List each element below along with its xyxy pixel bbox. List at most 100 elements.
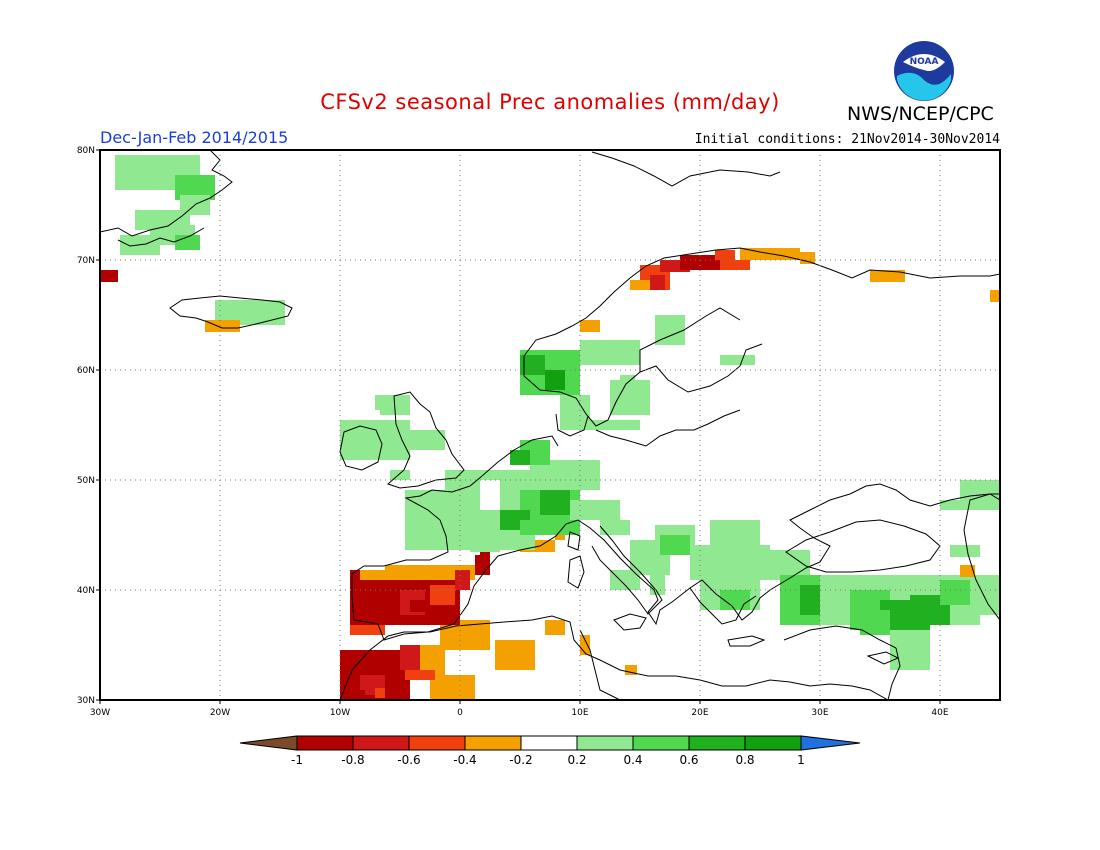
initial-conditions-label: Initial conditions: 21Nov2014-30Nov2014 [694, 132, 1000, 147]
anomaly-cell [630, 280, 650, 290]
lon-tick-label: 30W [90, 708, 110, 718]
map-title: CFSv2 seasonal Prec anomalies (mm/day) [320, 90, 780, 114]
lon-tick-label: 40E [931, 708, 948, 718]
anomaly-cell [800, 252, 815, 264]
anomaly-cell [690, 545, 770, 580]
anomaly-cell [100, 270, 118, 282]
lon-tick-label: 10E [571, 708, 588, 718]
anomaly-cell [570, 500, 620, 520]
lat-tick-label: 30N [77, 696, 95, 706]
anomaly-cell [720, 260, 750, 270]
anomaly-cell [980, 575, 1000, 615]
anomaly-cell [480, 550, 490, 560]
anomaly-cell [560, 420, 640, 430]
anomaly-cell [360, 570, 385, 580]
lat-tick-label: 70N [77, 256, 95, 266]
coastlines [100, 150, 1000, 700]
colorbar-bin [576, 735, 634, 751]
anomaly-cell [480, 480, 500, 510]
anomaly-cell [545, 620, 565, 635]
anomaly-cell [400, 645, 420, 670]
anomaly-cell [460, 620, 490, 635]
anomaly-cell [600, 520, 630, 535]
anomaly-cell [940, 500, 960, 510]
anomaly-cell [720, 355, 755, 365]
anomaly-cell [405, 430, 445, 450]
anomaly-cell [870, 270, 905, 282]
anomaly-cell [390, 470, 410, 480]
colorbar-bin [352, 735, 410, 751]
anomaly-cell [495, 640, 535, 670]
anomaly-cell [940, 580, 970, 605]
anomaly-cell [860, 610, 890, 635]
anomaly-cell [430, 585, 455, 605]
colorbar-bin [296, 735, 354, 751]
anomaly-cell [520, 355, 545, 375]
colorbar-tick-label: 0.2 [567, 753, 586, 767]
colorbar-tick-label: 0.4 [623, 753, 642, 767]
svg-text:NOAA: NOAA [910, 57, 939, 67]
anomaly-cell [470, 540, 500, 552]
colorbar-tick-label: 0.6 [679, 753, 698, 767]
axis-ticks: 30W 20W 10W 0 10E 20E 30E 40E 30N 40N 50N 60N 70N 80N [77, 146, 949, 718]
anomaly-cell [950, 545, 980, 557]
anomaly-cell [430, 675, 475, 700]
anomaly-cell [180, 155, 200, 180]
anomaly-cell [410, 600, 425, 612]
colorbar-low-arrow [239, 735, 298, 751]
colorbar-bin [408, 735, 466, 751]
anomaly-cell [340, 420, 410, 460]
lat-tick-label: 80N [77, 146, 95, 156]
anomaly-cell [990, 290, 1000, 302]
colorbar-bin [744, 735, 802, 751]
anomaly-cell [680, 255, 720, 270]
colorbar-tick-label: 1 [797, 753, 805, 767]
anomaly-cell [660, 535, 690, 555]
period-label: Dec-Jan-Feb 2014/2015 [100, 128, 289, 147]
anomaly-cell [960, 565, 975, 577]
colorbar-tick-label: -0.6 [397, 753, 420, 767]
lon-tick-label: 0 [457, 708, 463, 718]
colorbar-high-arrow [800, 735, 861, 751]
colorbar-tick-label: -0.2 [509, 753, 532, 767]
noaa-logo-icon: NOAA [894, 41, 954, 101]
plot-frame [99, 149, 1001, 701]
anomaly-cell [375, 688, 385, 698]
colorbar-tick-label: -0.8 [341, 753, 364, 767]
colorbar-bin [632, 735, 690, 751]
anomaly-cell [650, 275, 665, 290]
anomaly-cell [610, 340, 640, 365]
anomaly-cell [720, 590, 750, 610]
colorbar-bin [464, 735, 522, 751]
lon-tick-label: 10W [330, 708, 350, 718]
agency-label: NWS/NCEP/CPC [847, 103, 994, 125]
anomaly-cell [710, 520, 760, 545]
lon-tick-label: 20E [691, 708, 708, 718]
anomaly-cell [345, 690, 365, 700]
colorbar-bin [688, 735, 746, 751]
anomaly-cell [580, 635, 590, 655]
lat-lon-grid [100, 150, 1000, 700]
colorbar: -1 -0.8 -0.6 -0.4 -0.2 0.2 0.4 0.6 0.8 1 [239, 735, 861, 767]
colorbar-bin [520, 735, 578, 751]
anomaly-cell [405, 670, 435, 680]
anomaly-cell [350, 625, 385, 635]
anomaly-cell [205, 320, 240, 332]
anomaly-cell [625, 665, 637, 675]
anomaly-cell [540, 490, 570, 515]
lat-tick-label: 50N [77, 476, 95, 486]
colorbar-tick-label: -0.4 [453, 753, 476, 767]
lon-tick-label: 20W [210, 708, 230, 718]
anomaly-cell [385, 565, 475, 580]
anomaly-cells [100, 155, 1000, 700]
lat-tick-label: 60N [77, 366, 95, 376]
anomaly-cell [715, 250, 735, 260]
anomaly-cell [650, 570, 665, 595]
anomaly-cell [545, 370, 565, 390]
lon-tick-label: 30E [811, 708, 828, 718]
colorbar-tick-label: -1 [291, 753, 303, 767]
colorbar-tick-label: 0.8 [735, 753, 754, 767]
anomaly-cell [510, 450, 530, 465]
anomaly-cell [455, 570, 470, 590]
